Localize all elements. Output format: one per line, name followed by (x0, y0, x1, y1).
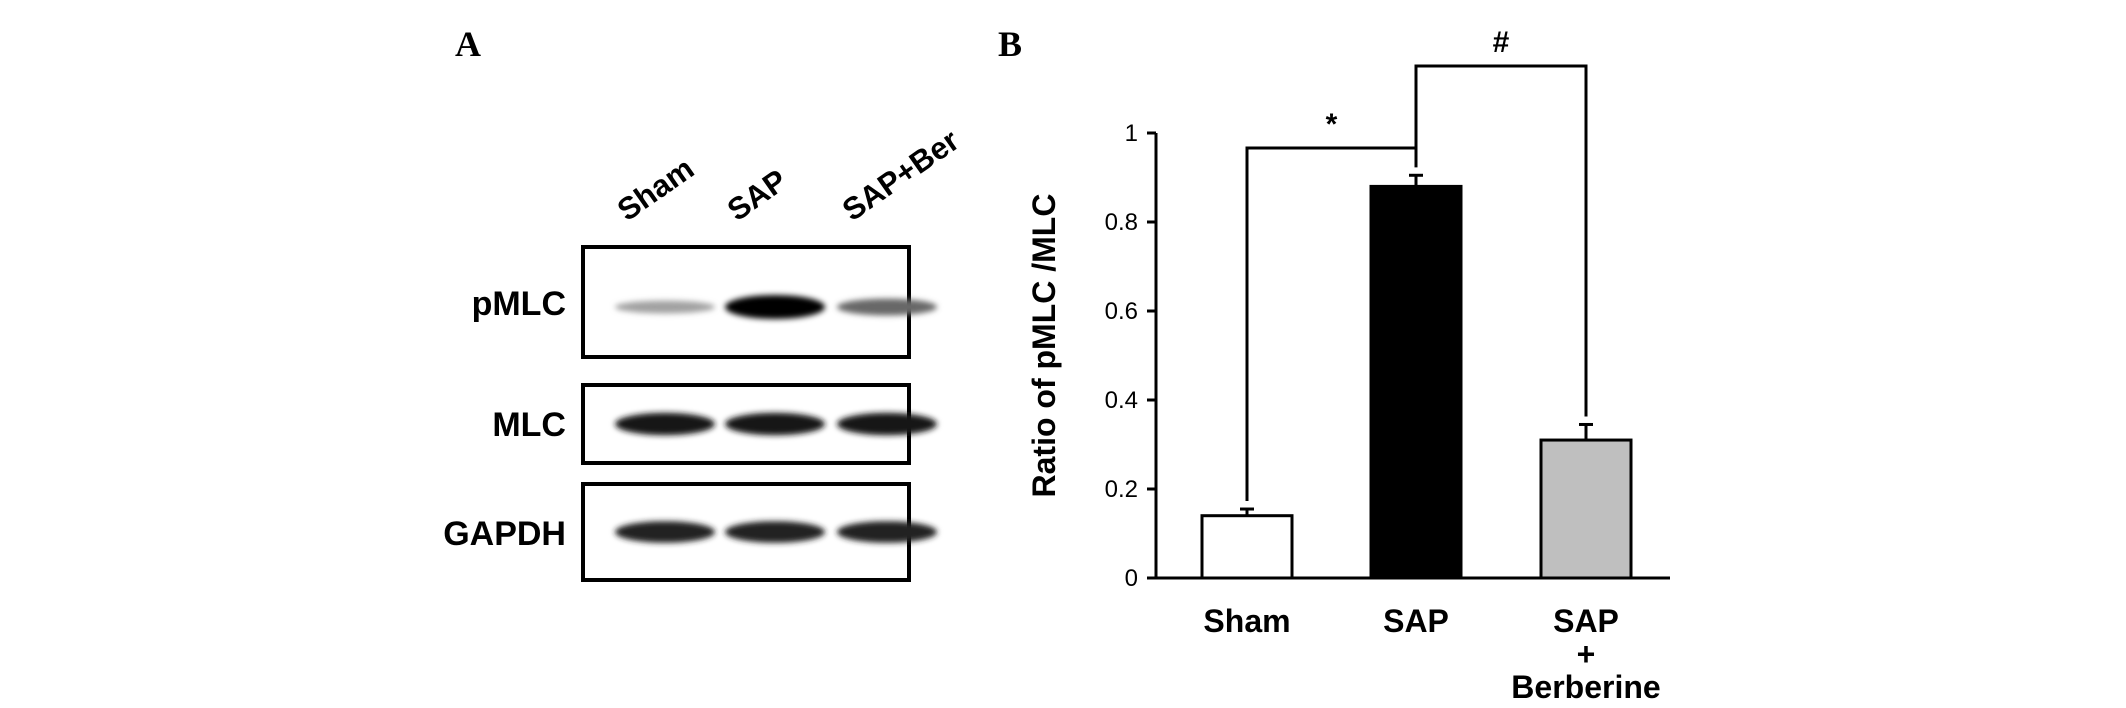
lane-label: SAP+Ber (836, 122, 965, 227)
blot-band (837, 412, 937, 436)
y-tick-label: 0.6 (1105, 298, 1138, 325)
bar (1539, 438, 1633, 580)
significance-label: * (1326, 108, 1338, 141)
y-tick-label: 1 (1125, 120, 1138, 147)
blot-band (725, 412, 825, 436)
blot-mlc: MLC (492, 383, 937, 465)
x-tick-label: SAP (1553, 603, 1619, 639)
panel-a: A Sham SAP SAP+Ber pMLC MLC GAPDH (443, 24, 965, 582)
y-axis: 0 0.2 0.4 0.6 0.8 1 (1105, 120, 1158, 592)
blot-band (837, 521, 937, 543)
blot-label: pMLC (472, 285, 566, 323)
x-tick-labels: Sham SAP SAP+Berberine (1203, 603, 1660, 705)
significance-bracket (1414, 64, 1588, 417)
blot-band (725, 295, 825, 319)
lane-label: SAP (721, 162, 793, 227)
bars (1200, 184, 1633, 580)
significance-label: # (1493, 26, 1510, 59)
x-tick-label: SAP (1383, 603, 1449, 639)
blot-band (615, 412, 715, 436)
x-tick-label: + (1577, 636, 1596, 672)
y-tick-label: 0.2 (1105, 476, 1138, 503)
blot-gapdh: GAPDH (443, 482, 937, 582)
x-tick-label: Berberine (1511, 669, 1660, 705)
bar (1369, 184, 1463, 580)
significance-brackets: *# (1245, 26, 1588, 502)
blot-band (725, 521, 825, 543)
lane-labels: Sham SAP SAP+Ber (611, 122, 965, 227)
blot-label: GAPDH (443, 515, 566, 553)
blot-band (837, 298, 937, 316)
y-tick-label: 0.4 (1105, 387, 1138, 414)
panel-b-label: B (998, 24, 1022, 64)
y-axis-label: Ratio of pMLC /MLC (1026, 194, 1062, 498)
lane-label: Sham (611, 151, 700, 228)
blot-pmlc: pMLC (472, 245, 937, 359)
y-tick-label: 0 (1125, 565, 1138, 592)
panel-a-label: A (455, 24, 481, 64)
bar (1200, 514, 1294, 580)
blots: pMLC MLC GAPDH (443, 245, 937, 582)
blot-label: MLC (492, 406, 566, 444)
panel-b: B Ratio of pMLC /MLC 00.20.40.60.81 *# S… (998, 24, 1670, 705)
blot-band (615, 521, 715, 543)
x-tick-label: Sham (1203, 603, 1290, 639)
error-bars (1240, 173, 1593, 516)
y-tick-label: 0.8 (1105, 209, 1138, 236)
blot-band (615, 300, 715, 314)
